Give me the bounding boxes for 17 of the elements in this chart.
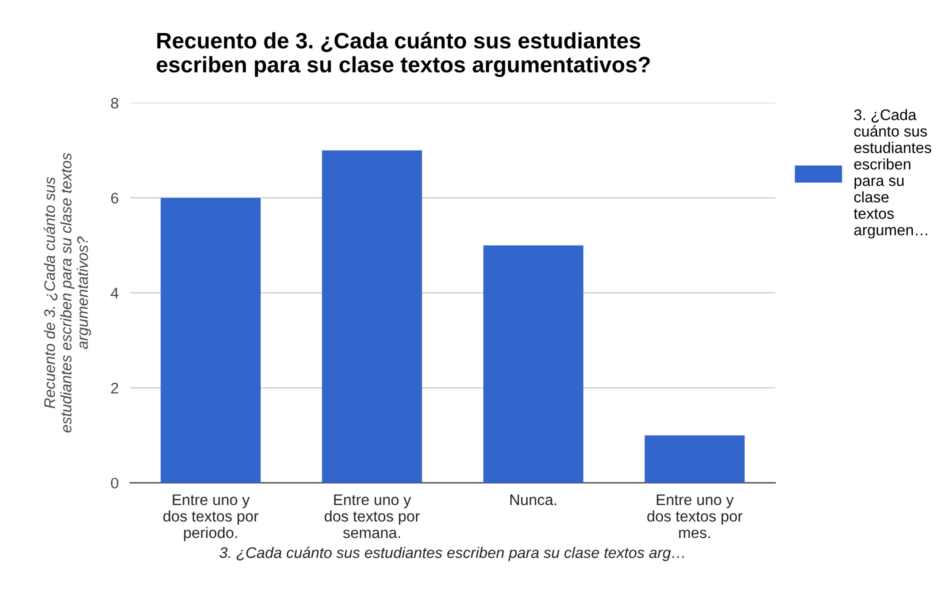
x-axis-title: 3. ¿Cada cuánto sus estudiantes escriben para su clase textos arg… bbox=[220, 546, 684, 562]
bar bbox=[483, 245, 584, 483]
chart-title: Recuento de 3. ¿Cada cuánto sus estudiantes escriben para su clase textos argumentativos? bbox=[156, 32, 650, 77]
y-tick-label: 6 bbox=[111, 192, 118, 204]
legend-label: 3. ¿Cada cuánto sus estudiantes escriben para su clase textos argumen… bbox=[854, 108, 932, 238]
bar bbox=[644, 435, 745, 483]
y-tick-label: 8 bbox=[111, 98, 118, 109]
y-tick-label: 0 bbox=[111, 478, 118, 489]
x-tick-label: Nunca. bbox=[510, 494, 556, 506]
x-tick-label: Entre uno y dos textos por mes. bbox=[647, 494, 742, 538]
x-tick-label: Entre uno y dos textos por periodo. bbox=[163, 494, 258, 542]
y-axis-title: Recuento de 3. ¿Cada cuánto sus estudiantes escriben para su clase textos argumentativos? bbox=[44, 153, 91, 432]
y-tick-label: 4 bbox=[110, 288, 118, 298]
y-tick-label: 2 bbox=[111, 382, 118, 394]
bar bbox=[160, 198, 261, 483]
bar bbox=[322, 150, 422, 483]
x-tick-label: Entre uno y dos textos por semana. bbox=[324, 494, 420, 538]
